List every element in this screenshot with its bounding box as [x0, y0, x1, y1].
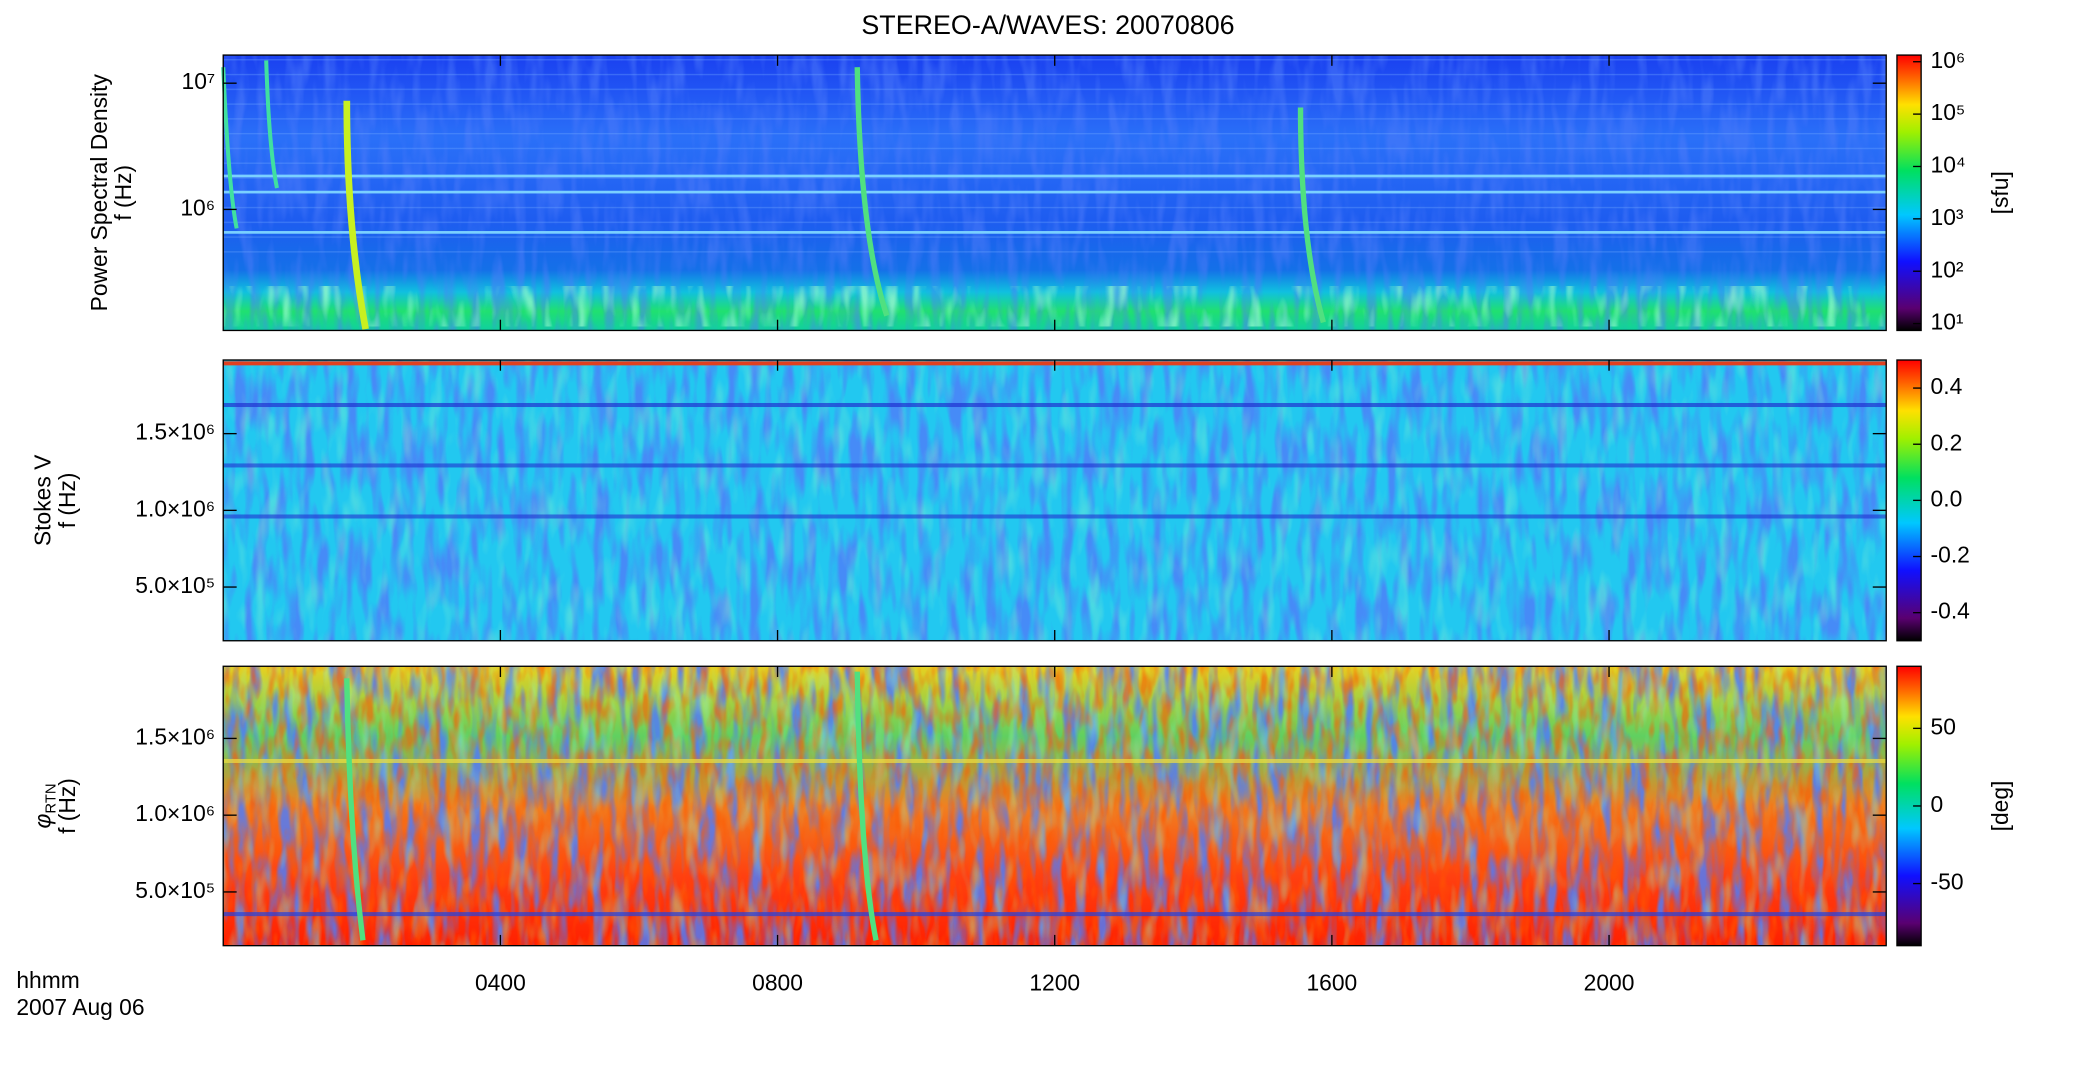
x-tick-label: 0400: [475, 970, 526, 996]
y-tick-label: 5.0×10⁵: [135, 877, 215, 903]
spectrogram-phase: [223, 666, 1887, 946]
colorbar-tick-label: 10²: [1931, 256, 1964, 282]
y-tick-label: 10⁷: [182, 68, 216, 94]
colorbar-tick-label: 10⁶: [1931, 47, 1966, 73]
colorbar-tick-label: 10¹: [1931, 309, 1964, 335]
colorbar-tick-label: 10⁵: [1931, 99, 1966, 125]
y-axis-label: φRTN: [30, 783, 60, 828]
colorbar-tick-label: 10³: [1931, 204, 1964, 230]
x-tick-label: 1600: [1306, 970, 1357, 996]
y-axis-unit: f (Hz): [110, 165, 136, 221]
colorbar-tick-label: -50: [1931, 869, 1964, 895]
colorbar-tick-label: 0.0: [1931, 485, 1963, 511]
x-tick-label: 1200: [1029, 970, 1080, 996]
colorbar-tick-label: 0.2: [1931, 429, 1963, 455]
y-axis-label: Stokes V: [30, 454, 56, 546]
y-axis-label: Power Spectral Density: [86, 74, 112, 312]
colorbar-tick-label: 0: [1931, 791, 1944, 817]
colorbar-tick-label: 0.4: [1931, 373, 1963, 399]
x-tick-label: 0800: [752, 970, 803, 996]
colorbar-tick-label: -0.2: [1931, 542, 1970, 568]
y-axis-label-text: φ: [30, 813, 56, 828]
x-axis-date: 2007 Aug 06: [16, 994, 144, 1020]
colorbar-tick-label: 10⁴: [1931, 152, 1966, 178]
x-tick-label: 2000: [1584, 970, 1635, 996]
x-axis-label: hhmm: [16, 967, 79, 993]
colorbar: [1896, 54, 1922, 332]
y-axis-label-text: Stokes V: [30, 454, 56, 546]
y-tick-label: 1.0×10⁶: [135, 800, 215, 826]
y-axis-label-subscript: RTN: [43, 783, 59, 813]
y-tick-label: 1.0×10⁶: [135, 495, 215, 521]
y-axis-label-text: Power Spectral Density: [86, 74, 112, 312]
colorbar-label: [sfu]: [1987, 171, 2013, 214]
spectrogram-psd: [221, 55, 1887, 331]
y-tick-label: 10⁶: [180, 194, 215, 220]
y-axis-unit: f (Hz): [54, 778, 80, 834]
colorbar-label: [deg]: [1987, 781, 2013, 832]
figure-title: STEREO-A/WAVES: 20070806: [861, 10, 1234, 40]
y-tick-label: 5.0×10⁵: [135, 572, 215, 598]
spectrogram-stokes: [223, 360, 1887, 641]
colorbar-tick-label: -0.4: [1931, 598, 1971, 624]
colorbar-tick-label: 50: [1931, 713, 1956, 739]
y-tick-label: 1.5×10⁶: [135, 419, 215, 445]
y-tick-label: 1.5×10⁶: [135, 723, 215, 749]
y-axis-unit: f (Hz): [54, 472, 80, 528]
